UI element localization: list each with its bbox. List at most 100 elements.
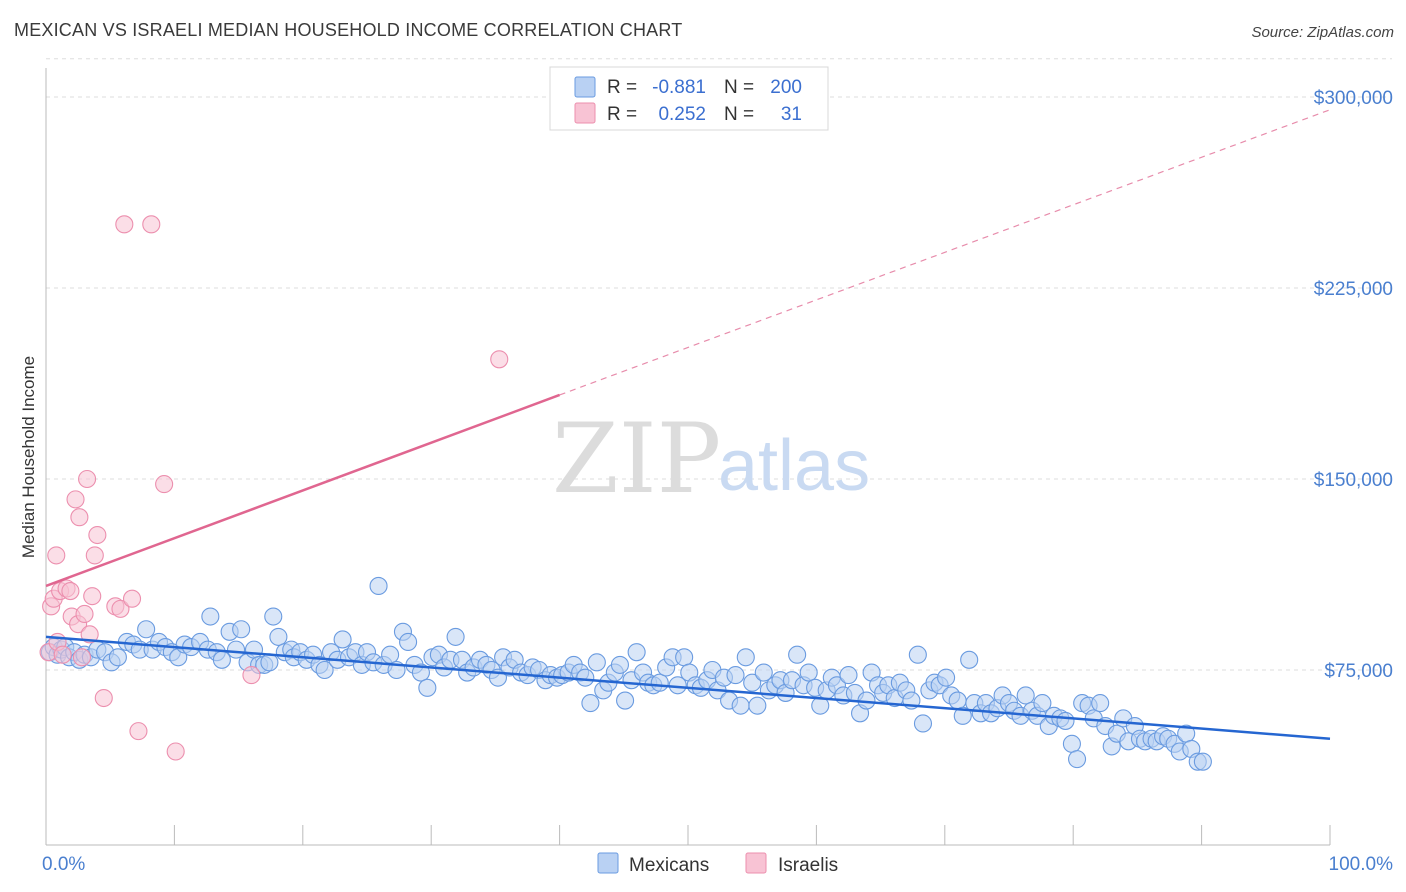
point-mexicans-175 xyxy=(1056,711,1075,730)
point-israelis-26 xyxy=(142,215,161,234)
point-israelis-18 xyxy=(85,546,104,565)
legend-n-value-mexicans: 200 xyxy=(770,77,802,98)
point-mexicans-38 xyxy=(264,607,283,626)
watermark: ZIP atlas xyxy=(552,403,870,515)
point-mexicans-98 xyxy=(616,691,635,710)
point-mexicans-27 xyxy=(201,607,220,626)
legend-r-label-israelis: R = xyxy=(607,104,637,125)
y-tick-label-1: $150,000 xyxy=(1314,470,1393,491)
point-mexicans-13 xyxy=(108,648,127,667)
bottom-legend-swatch-israelis xyxy=(745,852,767,874)
point-israelis-29 xyxy=(242,666,261,685)
point-mexicans-158 xyxy=(960,650,979,669)
bottom-legend-label-mexicans: Mexicans xyxy=(629,855,709,876)
point-mexicans-39 xyxy=(269,627,288,646)
point-mexicans-34 xyxy=(244,640,264,659)
point-mexicans-63 xyxy=(411,663,430,682)
point-israelis-20 xyxy=(94,688,113,708)
point-israelis-19 xyxy=(88,525,107,545)
legend-n-label-mexicans: N = xyxy=(724,77,754,98)
y-axis-label: Median Household Income xyxy=(19,356,38,558)
trend-line-israelis xyxy=(45,393,561,588)
point-mexicans-168 xyxy=(1016,686,1035,705)
gridlines xyxy=(46,58,1392,671)
y-tick-label-3: $300,000 xyxy=(1314,88,1393,109)
point-mexicans-31 xyxy=(226,640,246,659)
point-israelis-27 xyxy=(155,475,174,494)
point-mexicans-58 xyxy=(381,645,400,664)
y-tick-labels: $75,000 $150,000 $225,000 $300,000 xyxy=(1314,88,1393,682)
point-mexicans-150 xyxy=(913,714,933,733)
series-mexicans xyxy=(40,576,1212,771)
point-israelis-15 xyxy=(78,469,97,489)
point-mexicans-108 xyxy=(675,648,694,667)
point-israelis-10 xyxy=(66,490,85,509)
point-israelis-14 xyxy=(75,604,94,624)
x-tick-label-max: 100.0% xyxy=(1329,854,1394,875)
correlation-legend: R = -0.881 N = 200 R = 0.252 N = 31 xyxy=(549,66,829,131)
point-mexicans-64 xyxy=(418,678,437,697)
point-israelis-23 xyxy=(115,215,134,234)
point-mexicans-128 xyxy=(788,645,807,664)
point-mexicans-29 xyxy=(212,650,231,669)
x-tick-labels: 0.0% 100.0% xyxy=(42,854,1393,875)
point-mexicans-47 xyxy=(315,660,334,680)
point-mexicans-149 xyxy=(908,645,927,664)
point-mexicans-176 xyxy=(1062,734,1081,753)
point-mexicans-181 xyxy=(1091,694,1110,713)
point-mexicans-69 xyxy=(446,627,465,646)
legend-n-label-israelis: N = xyxy=(724,104,754,125)
point-mexicans-118 xyxy=(731,696,750,715)
point-mexicans-17 xyxy=(137,620,156,639)
trend-line-mexicans xyxy=(45,635,1331,741)
point-israelis-13 xyxy=(72,648,92,667)
point-mexicans-91 xyxy=(576,668,595,687)
point-israelis-3 xyxy=(47,546,66,565)
point-mexicans-32 xyxy=(232,620,251,639)
point-mexicans-92 xyxy=(581,694,600,713)
point-mexicans-130 xyxy=(799,663,818,682)
point-mexicans-122 xyxy=(754,663,773,682)
point-mexicans-156 xyxy=(948,691,967,710)
point-israelis-28 xyxy=(166,742,185,761)
point-mexicans-37 xyxy=(260,653,279,672)
legend-r-value-mexicans: -0.881 xyxy=(652,77,706,98)
point-mexicans-177 xyxy=(1068,750,1087,769)
point-israelis-22 xyxy=(111,599,130,618)
point-mexicans-93 xyxy=(587,653,606,672)
point-israelis-12 xyxy=(70,508,89,527)
bottom-legend-label-israelis: Israelis xyxy=(778,855,838,876)
point-mexicans-137 xyxy=(839,666,858,685)
point-mexicans-120 xyxy=(743,673,762,692)
point-mexicans-50 xyxy=(333,630,352,649)
x-tick-label-min: 0.0% xyxy=(42,854,85,875)
point-mexicans-100 xyxy=(627,643,646,662)
y-tick-label-0: $75,000 xyxy=(1324,661,1393,682)
chart-title: MEXICAN VS ISRAELI MEDIAN HOUSEHOLD INCO… xyxy=(14,20,683,40)
bottom-legend-swatch-mexicans xyxy=(597,852,619,874)
point-mexicans-199 xyxy=(1193,752,1212,771)
point-israelis-30 xyxy=(490,350,509,369)
axes xyxy=(45,68,1331,846)
point-israelis-25 xyxy=(129,722,148,741)
trend-lines xyxy=(45,109,1331,741)
source-credit: Source: ZipAtlas.com xyxy=(1251,24,1394,41)
point-mexicans-154 xyxy=(937,668,956,687)
point-israelis-8 xyxy=(61,582,80,601)
legend-frame xyxy=(549,66,829,131)
legend-n-value-israelis: 31 xyxy=(781,104,802,125)
point-israelis-24 xyxy=(122,589,142,608)
watermark-atlas: atlas xyxy=(718,426,870,506)
watermark-zip: ZIP xyxy=(552,403,721,515)
trend-line-israelis-extrapolated xyxy=(559,109,1331,396)
legend-r-label-mexicans: R = xyxy=(607,77,637,98)
point-mexicans-61 xyxy=(399,632,418,652)
point-israelis-17 xyxy=(83,587,102,606)
point-israelis-6 xyxy=(53,645,72,664)
legend-swatch-israelis xyxy=(574,102,596,124)
point-mexicans-119 xyxy=(736,648,755,667)
y-tick-label-2: $225,000 xyxy=(1314,279,1393,300)
legend-swatch-mexicans xyxy=(574,76,596,98)
legend-r-value-israelis: 0.252 xyxy=(658,104,706,125)
